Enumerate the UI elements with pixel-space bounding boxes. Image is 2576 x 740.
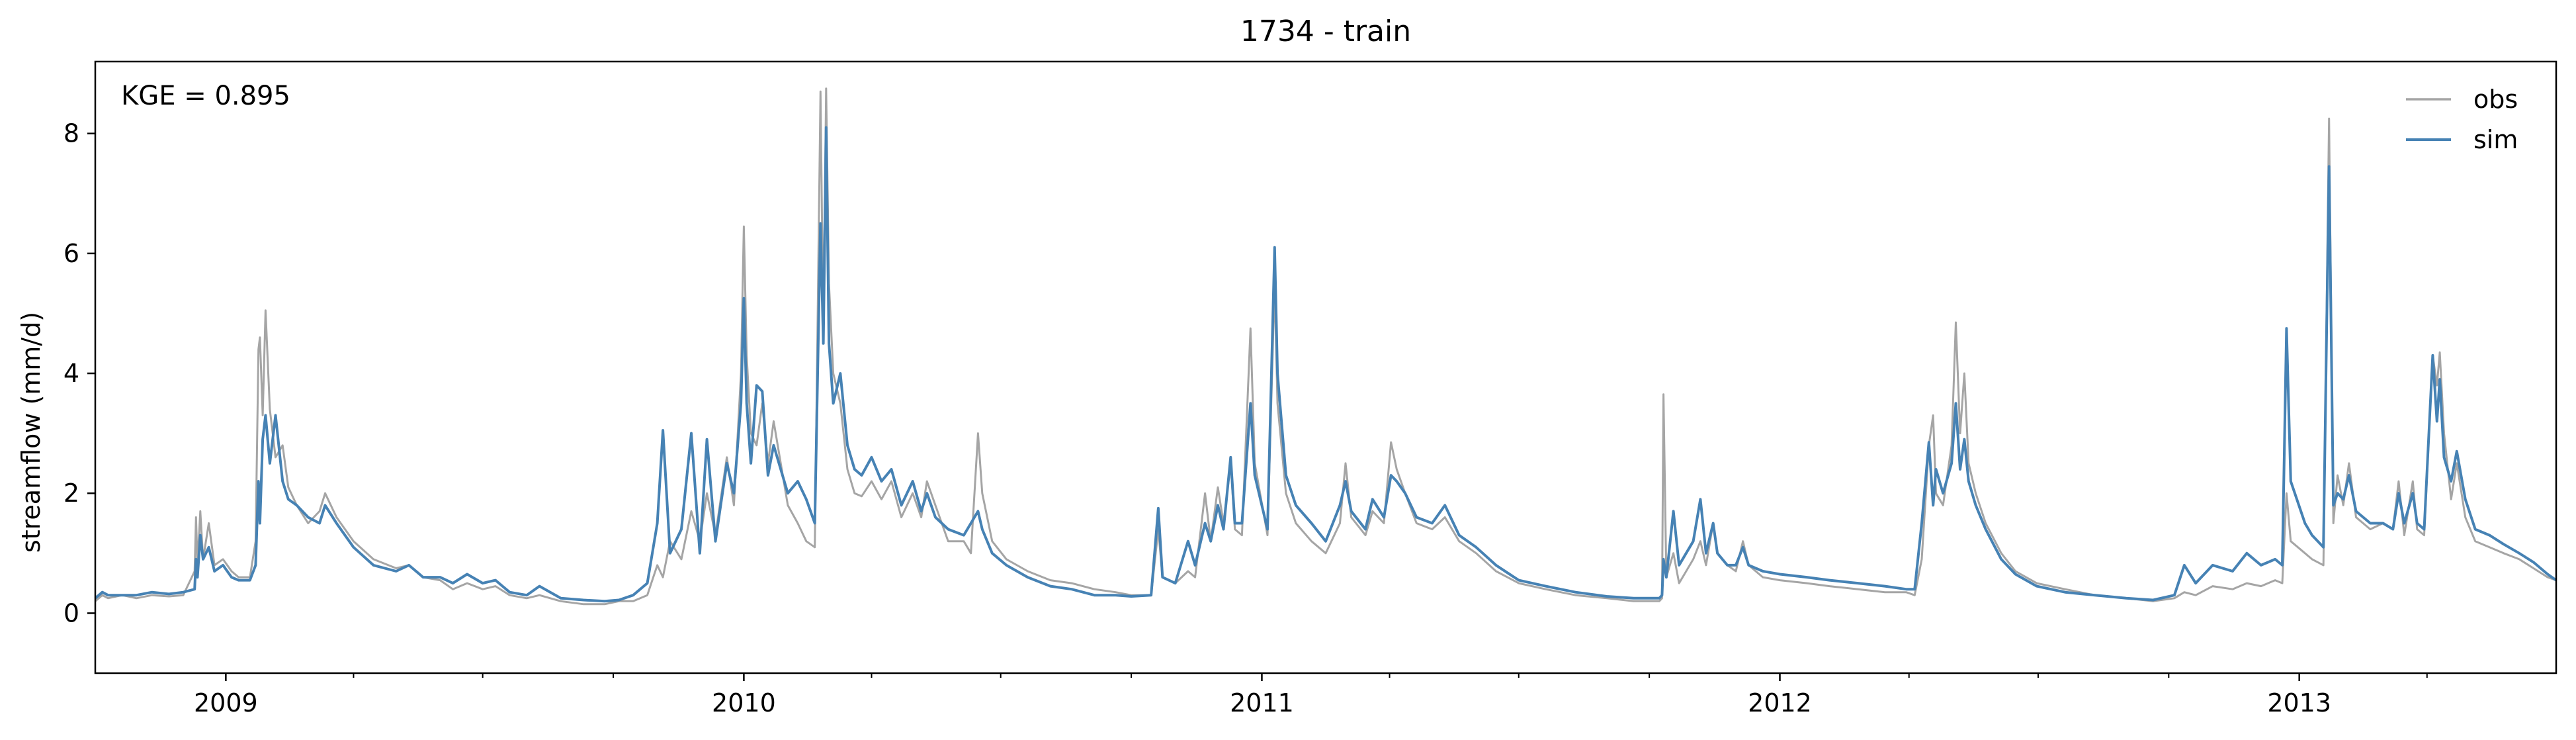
series-layer [94, 87, 2557, 606]
y-tick-label: 8 [64, 119, 79, 148]
legend: obs sim [2406, 85, 2518, 154]
y-axis-label: streamflow (mm/d) [17, 312, 46, 553]
x-tick-label: 2011 [1230, 688, 1294, 717]
x-tick-label: 2010 [712, 688, 776, 717]
y-tick-label: 4 [64, 359, 79, 388]
series-line-obs [95, 87, 2557, 606]
y-ticks: 0 2 4 6 8 [64, 119, 95, 627]
series-line-sim [94, 126, 2557, 603]
x-tick-label: 2013 [2267, 688, 2331, 717]
x-ticks: 2009 2010 2011 2012 2013 [194, 673, 2428, 717]
x-tick-label: 2009 [194, 688, 258, 717]
x-tick-label: 2012 [1748, 688, 1812, 717]
y-tick-label: 0 [64, 598, 79, 627]
chart-title: 1734 - train [1240, 15, 1411, 48]
plot-frame [94, 60, 2557, 674]
plot-area: 0 2 4 6 8 2009 2010 2011 2012 2013 [64, 60, 2557, 717]
y-tick-label: 2 [64, 479, 79, 508]
legend-label-sim: sim [2473, 125, 2518, 154]
legend-label-obs: obs [2473, 85, 2518, 114]
kge-annotation: KGE = 0.895 [121, 81, 290, 111]
y-tick-label: 6 [64, 239, 79, 268]
